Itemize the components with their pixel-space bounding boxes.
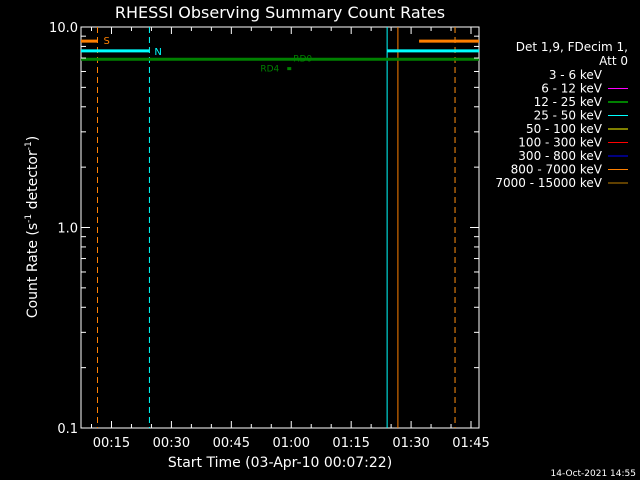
- chart-title: RHESSI Observing Summary Count Rates: [115, 3, 445, 22]
- y-tick-label-0: 0.1: [57, 422, 78, 437]
- x-axis-label: Start Time (03-Apr-10 00:07:22): [168, 455, 392, 471]
- flag-label-rd0: RD0: [293, 54, 312, 64]
- legend-entry-label-1: 6 - 12 keV: [541, 82, 603, 96]
- flag-label-n: N: [154, 47, 161, 58]
- marker-0: [287, 67, 292, 71]
- y-tick-label-1: 1.0: [57, 222, 78, 237]
- legend-entry-label-7: 800 - 7000 keV: [511, 163, 603, 177]
- legend-header-line-2: Att 0: [599, 54, 628, 68]
- legend-entry-label-0: 3 - 6 keV: [549, 68, 603, 82]
- x-tick-label-3: 01:00: [273, 436, 310, 451]
- footer-timestamp: 14-Oct-2021 14:55: [551, 469, 636, 479]
- x-tick-label-5: 01:30: [392, 436, 429, 451]
- y-axis-label-mid: detector: [25, 150, 41, 214]
- marker-label-0: RD4: [260, 65, 279, 75]
- x-tick-label-1: 00:30: [153, 436, 190, 451]
- flag-transition-lines: [96, 27, 456, 428]
- legend-entry-label-3: 25 - 50 keV: [534, 109, 603, 123]
- flag-label-s: S: [103, 36, 109, 47]
- plot-frame: [80, 26, 480, 429]
- y-axis-label-sup1: -1: [24, 214, 34, 223]
- x-tick-label-0: 00:15: [93, 436, 130, 451]
- y-axis-label: Count Rate (s-1 detector-1): [24, 136, 41, 318]
- y-tick-label-2: 10.0: [49, 21, 78, 36]
- x-tick-label-4: 01:15: [332, 436, 369, 451]
- legend-header-line-1: Det 1,9, FDecim 1,: [516, 40, 628, 54]
- y-axis-label-end: ): [25, 136, 41, 141]
- legend-entry-label-4: 50 - 100 keV: [526, 122, 603, 136]
- legend-entry-label-2: 12 - 25 keV: [534, 95, 603, 109]
- y-axis-label-main: Count Rate (s: [25, 223, 41, 318]
- axis-ticks: 00:15 00:30 00:45 01:00 01:15 01:30 01:45 0.1 1.…: [49, 21, 490, 451]
- flag-bars: S N RD0 RD4: [81, 36, 479, 75]
- legend-entry-label-5: 100 - 300 keV: [518, 136, 602, 150]
- y-axis-label-sup2: -1: [24, 141, 34, 150]
- legend-entry-label-6: 300 - 800 keV: [518, 149, 602, 163]
- legend-entry-label-8: 7000 - 15000 keV: [495, 176, 602, 190]
- x-tick-label-2: 00:45: [213, 436, 250, 451]
- x-tick-label-6: 01:45: [452, 436, 489, 451]
